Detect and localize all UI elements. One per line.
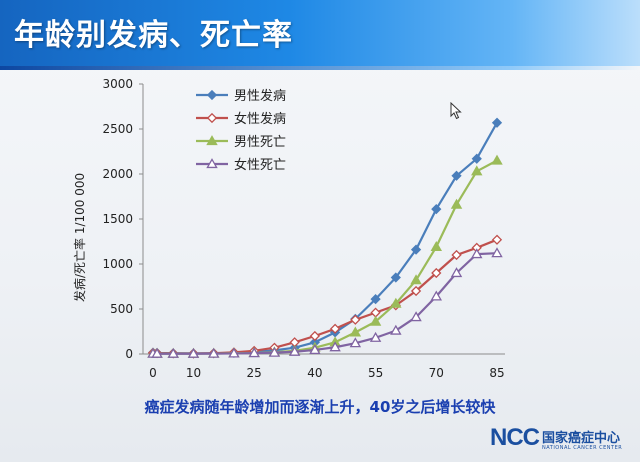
legend-label: 男性死亡: [234, 135, 286, 150]
data-point: [471, 165, 483, 176]
data-point: [228, 347, 240, 358]
data-point: [369, 331, 382, 342]
legend-marker: [206, 112, 218, 124]
x-tick-label: 10: [186, 366, 201, 380]
data-point: [288, 345, 301, 356]
legend-label: 女性发病: [234, 111, 286, 127]
data-point: [329, 341, 341, 352]
data-point: [451, 249, 462, 261]
data-point: [410, 274, 422, 285]
data-point: [491, 117, 503, 128]
data-point: [268, 346, 281, 357]
y-tick-label: 3000: [102, 77, 133, 91]
series-line-1: [152, 122, 498, 355]
data-point: [309, 344, 321, 355]
data-point: [491, 234, 503, 245]
data-point: [207, 347, 220, 358]
legend-marker: [206, 158, 218, 169]
logo-mark: NCC: [490, 424, 540, 452]
logo-mark-text: NCC: [490, 424, 540, 451]
x-tick-label: 70: [429, 366, 444, 380]
data-point: [410, 285, 422, 297]
data-point: [369, 315, 382, 326]
title-bar: 年龄别发病、死亡率: [0, 0, 640, 70]
data-point: [471, 248, 483, 259]
data-point: [471, 153, 482, 164]
legend-marker: [206, 135, 218, 146]
x-tick-label: 55: [368, 366, 383, 380]
data-point: [431, 267, 442, 279]
data-point: [349, 326, 362, 337]
x-tick-label: 0: [149, 366, 157, 380]
data-point: [309, 330, 321, 342]
legend-marker: [206, 89, 218, 101]
data-point: [390, 272, 401, 283]
data-point: [491, 154, 503, 165]
ncc-logo: NCC 国家癌症中心 NATIONAL CANCER CENTER: [490, 424, 636, 458]
y-axis-label: 发病/死亡率 1/100 000: [72, 173, 87, 302]
data-point: [430, 240, 443, 252]
data-point: [491, 247, 503, 258]
data-point: [410, 244, 422, 255]
slide-caption: 癌症发病随年龄增加而逐渐上升，40岁之后增长较快: [144, 398, 496, 416]
series-line-4: [152, 252, 498, 355]
data-point: [431, 203, 442, 215]
logo-name-en: NATIONAL CANCER CENTER: [542, 445, 623, 451]
y-tick-label: 2000: [102, 167, 133, 181]
data-point: [151, 347, 163, 358]
data-point: [187, 347, 200, 358]
y-tick-label: 500: [110, 302, 133, 316]
data-point: [370, 293, 381, 305]
data-point: [390, 324, 402, 335]
data-point: [390, 297, 402, 308]
data-point: [410, 311, 422, 322]
legend-label: 女性死亡: [234, 157, 286, 173]
y-tick-label: 2500: [102, 122, 133, 136]
data-point: [450, 267, 463, 278]
x-tick-label: 40: [307, 366, 322, 380]
data-point: [370, 307, 381, 318]
x-tick-label: 85: [489, 366, 504, 380]
y-tick-label: 1500: [102, 212, 133, 226]
mouse-cursor-icon: [450, 102, 462, 120]
data-point: [167, 347, 179, 358]
x-tick-label: 25: [247, 366, 262, 380]
data-point: [329, 323, 341, 334]
series-line-3: [152, 159, 498, 355]
y-tick-label: 1000: [102, 257, 133, 271]
data-point: [430, 290, 443, 301]
slide-title: 年龄别发病、死亡率: [14, 18, 293, 53]
data-point: [350, 314, 361, 325]
data-point: [451, 170, 462, 181]
data-point: [349, 337, 362, 348]
y-tick-label: 0: [125, 347, 133, 361]
logo-name-cn: 国家癌症中心: [542, 431, 621, 446]
data-point: [450, 198, 463, 209]
data-point: [248, 347, 260, 358]
legend-label: 男性发病: [234, 88, 286, 104]
